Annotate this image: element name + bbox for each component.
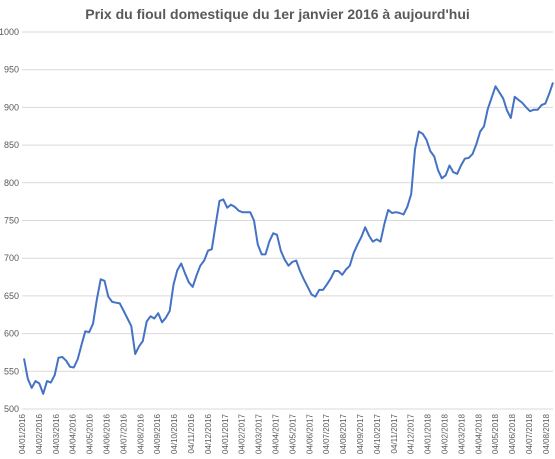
y-tick-label: 850 xyxy=(4,140,19,150)
x-tick-label: 04/11/2016 xyxy=(187,413,196,453)
x-tick-label: 04/08/2017 xyxy=(339,413,348,454)
y-tick-label: 600 xyxy=(4,329,19,339)
x-tick-label: 04/08/2018 xyxy=(542,413,551,454)
x-tick-label: 04/02/2018 xyxy=(441,413,450,454)
y-tick-label: 750 xyxy=(4,216,19,226)
x-tick-label: 04/05/2018 xyxy=(491,413,500,454)
y-tick-label: 800 xyxy=(4,178,19,188)
x-tick-label: 04/03/2017 xyxy=(255,413,264,454)
y-tick-label: 700 xyxy=(4,253,19,263)
x-tick-label: 04/10/2017 xyxy=(373,413,382,454)
y-tick-label: 900 xyxy=(4,102,19,112)
x-tick-label: 04/01/2018 xyxy=(424,413,433,454)
y-tick-label: 950 xyxy=(4,65,19,75)
x-tick-label: 04/03/2016 xyxy=(52,413,61,454)
x-tick-label: 04/09/2017 xyxy=(356,413,365,454)
x-tick-label: 04/04/2018 xyxy=(474,413,483,454)
x-tick-label: 04/07/2017 xyxy=(322,413,331,454)
x-tick-label: 04/10/2016 xyxy=(170,413,179,454)
x-tick-label: 04/06/2016 xyxy=(103,413,112,454)
y-tick-label: 550 xyxy=(4,366,19,376)
x-tick-label: 04/12/2016 xyxy=(204,413,213,454)
x-tick-label: 04/02/2017 xyxy=(238,413,247,454)
x-tick-label: 04/08/2016 xyxy=(136,413,145,454)
y-axis-ticks: 500 550 600 650 700 750 800 850 900 950 1000 xyxy=(0,27,19,414)
x-tick-label: 04/12/2017 xyxy=(407,413,416,454)
gridlines xyxy=(22,31,553,410)
x-tick-label: 04/09/2016 xyxy=(153,413,162,454)
x-tick-label: 04/07/2018 xyxy=(525,413,534,454)
x-tick-label: 04/06/2017 xyxy=(305,413,314,454)
series-layer xyxy=(23,82,554,395)
chart-title: Prix du fioul domestique du 1er janvier … xyxy=(85,6,470,22)
x-tick-label: 04/01/2016 xyxy=(18,413,27,454)
y-tick-label: 1000 xyxy=(0,27,19,37)
x-tick-label: 04/06/2018 xyxy=(508,413,517,454)
x-tick-label: 04/11/2017 xyxy=(390,413,399,453)
x-tick-label: 04/04/2016 xyxy=(69,413,78,454)
x-axis-ticks: 04/01/2016 04/02/2016 04/03/2016 04/04/2016… xyxy=(18,413,551,454)
y-tick-label: 650 xyxy=(4,291,19,301)
x-tick-label: 04/07/2016 xyxy=(119,413,128,454)
x-tick-label: 04/02/2016 xyxy=(35,413,44,454)
x-tick-label: 04/01/2017 xyxy=(221,413,230,454)
series-line-fioul-price xyxy=(23,82,554,395)
y-tick-label: 500 xyxy=(4,404,19,414)
x-tick-label: 04/03/2018 xyxy=(457,413,466,454)
x-tick-label: 04/05/2016 xyxy=(86,413,95,454)
x-tick-label: 04/04/2017 xyxy=(272,413,281,454)
x-tick-label: 04/05/2017 xyxy=(288,413,297,454)
